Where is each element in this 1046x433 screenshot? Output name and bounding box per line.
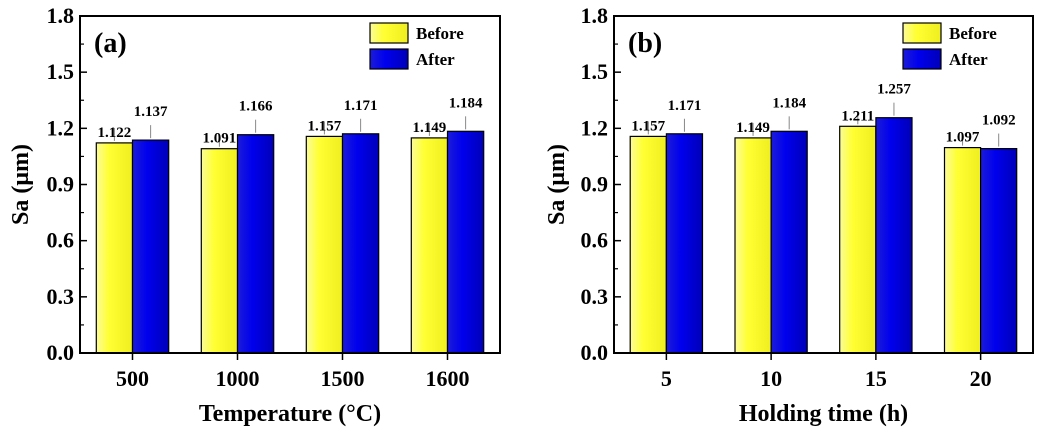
bar-after (341, 133, 380, 354)
data-label: 1.171 (668, 98, 702, 114)
bar-after (770, 130, 808, 354)
data-label: 1.257 (877, 82, 911, 98)
legend-label-before: Before (949, 24, 997, 43)
legend-label-after: After (416, 50, 455, 69)
bar-before (839, 125, 877, 354)
data-label: 1.184 (772, 95, 806, 111)
bar-after (236, 134, 275, 354)
x-axis-title: Temperature (°C) (199, 401, 381, 427)
x-tick-label: 20 (970, 366, 992, 391)
data-label: 1.122 (98, 125, 132, 141)
x-tick-label: 10 (760, 366, 782, 391)
y-tick-label: 0.9 (47, 172, 75, 197)
y-tick-label: 1.2 (47, 115, 75, 140)
data-label: 1.157 (308, 118, 342, 134)
data-label: 1.149 (413, 120, 447, 136)
y-tick-label: 0.9 (581, 172, 609, 197)
data-label: 1.092 (982, 113, 1016, 129)
y-tick-label: 0.6 (581, 228, 609, 253)
y-axis-title: Sa (μm) (544, 144, 570, 225)
bar-after (875, 117, 913, 354)
x-tick-label: 5 (661, 366, 672, 391)
legend-swatch-before (369, 22, 409, 44)
x-tick-label: 1500 (321, 366, 365, 391)
data-label: 1.211 (841, 108, 874, 124)
data-label: 1.157 (631, 118, 665, 134)
x-tick-label: 500 (116, 366, 149, 391)
data-label: 1.166 (239, 99, 273, 115)
bar-after (131, 139, 170, 354)
bar-before (734, 137, 772, 354)
legend-label-before: Before (416, 24, 464, 43)
panel-label: (a) (94, 28, 127, 59)
bar-before (629, 135, 667, 354)
data-label: 1.184 (449, 95, 483, 111)
y-axis-title: Sa (μm) (8, 144, 34, 225)
bar-before (305, 135, 344, 354)
y-tick-label: 1.2 (581, 115, 609, 140)
x-tick-label: 1000 (216, 366, 260, 391)
data-label: 1.149 (736, 120, 770, 136)
x-tick-label: 1600 (426, 366, 470, 391)
data-label: 1.097 (946, 130, 980, 146)
legend-label-after: After (949, 50, 988, 69)
y-tick-label: 0.6 (47, 228, 75, 253)
legend-swatch-after (369, 48, 409, 70)
x-tick-label: 15 (865, 366, 887, 391)
y-tick-label: 0.0 (47, 340, 75, 365)
y-tick-label: 1.8 (581, 3, 609, 28)
y-tick-label: 1.8 (47, 3, 75, 28)
legend-swatch-after (902, 48, 942, 70)
bar-after (665, 133, 704, 354)
legend-swatch-before (902, 22, 942, 44)
y-tick-label: 0.3 (581, 284, 609, 309)
y-tick-label: 1.5 (47, 59, 75, 84)
panel-label: (b) (628, 28, 662, 59)
x-axis-title: Holding time (h) (739, 401, 908, 427)
data-label: 1.091 (203, 131, 237, 147)
bar-before (943, 147, 982, 354)
bar-after (446, 130, 485, 354)
bar-after (979, 148, 1018, 354)
y-tick-label: 0.0 (581, 340, 609, 365)
data-label: 1.137 (134, 104, 168, 120)
y-tick-label: 1.5 (581, 59, 609, 84)
bar-before (200, 148, 239, 354)
data-label: 1.171 (344, 98, 378, 114)
bar-before (95, 142, 134, 354)
bar-before (410, 137, 449, 354)
y-tick-label: 0.3 (47, 284, 75, 309)
